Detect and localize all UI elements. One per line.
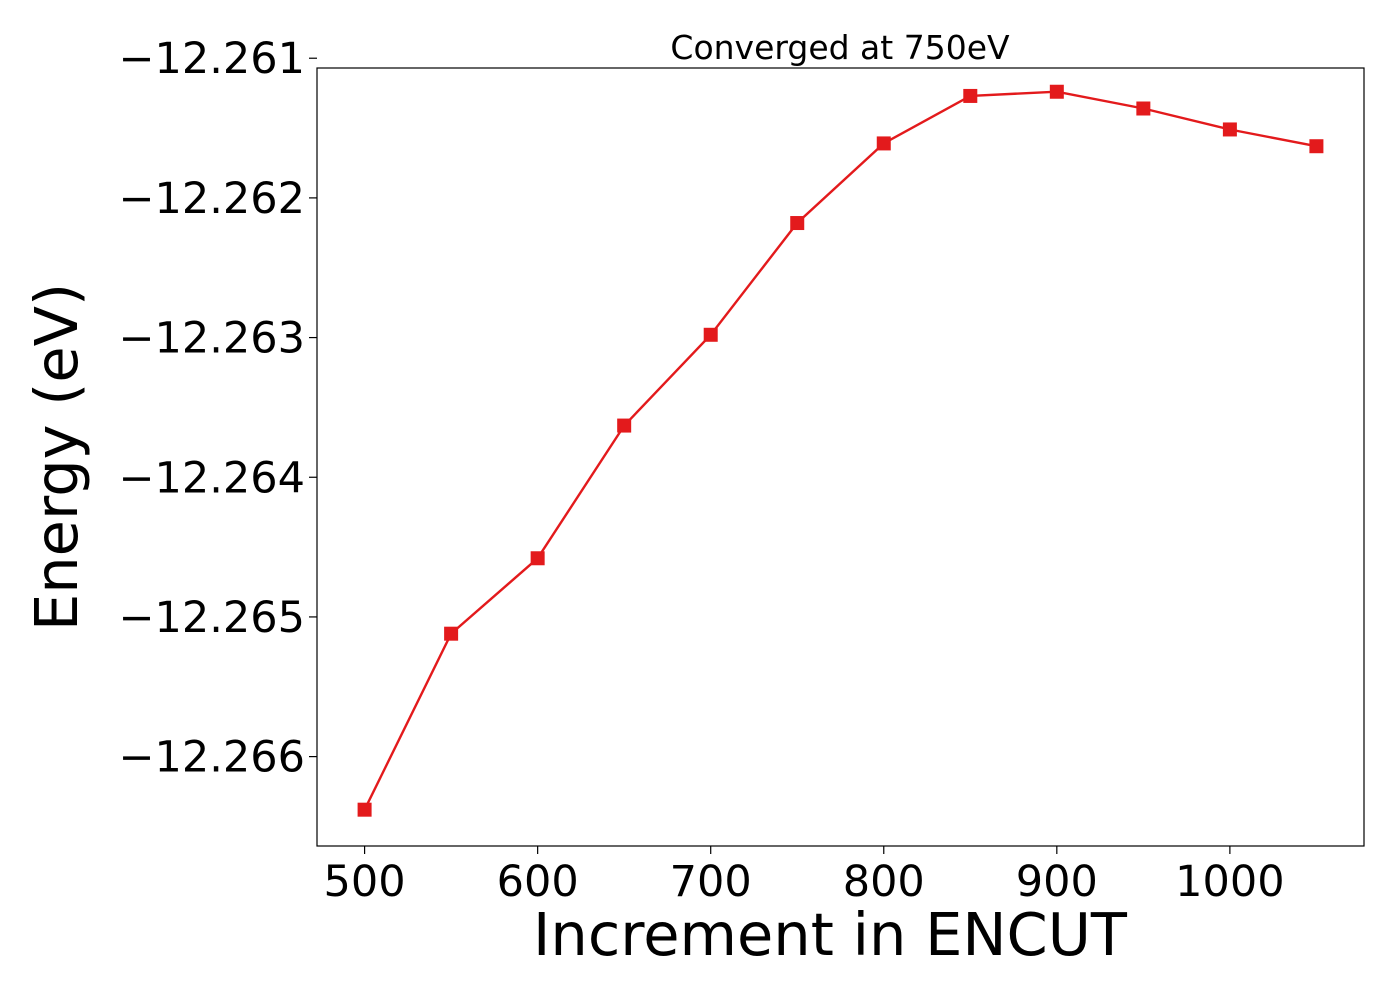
data-point (444, 626, 459, 641)
y-tick-label: −12.264 (119, 453, 306, 503)
data-point (1222, 122, 1237, 137)
data-point (1136, 101, 1151, 116)
x-tick-label: 800 (843, 857, 925, 907)
x-tick-label: 1000 (1175, 857, 1284, 907)
data-point (617, 418, 632, 433)
y-axis: −12.261 −12.262 −12.263 −12.264 −12.265 −12.2… (119, 34, 317, 783)
series-line (363, 90, 1317, 811)
data-point (703, 327, 718, 342)
data-point (1049, 84, 1064, 99)
data-point (963, 88, 978, 103)
data-point (530, 551, 545, 566)
data-point (1309, 139, 1324, 154)
data-point (357, 802, 372, 817)
data-series (357, 84, 1324, 817)
y-axis-label: Energy (eV) (22, 283, 91, 631)
y-tick-label: −12.261 (119, 34, 306, 84)
x-axis: 500 600 700 800 900 1000 (324, 846, 1285, 907)
x-tick-label: 600 (497, 857, 579, 907)
x-tick-label: 500 (324, 857, 406, 907)
chart-title: Converged at 750eV (670, 28, 1010, 67)
x-axis-label: Increment in ENCUT (533, 900, 1128, 969)
y-tick-label: −12.263 (119, 314, 306, 364)
x-tick-label: 700 (670, 857, 752, 907)
data-point (876, 136, 891, 151)
plot-area (316, 67, 1365, 847)
y-tick-label: −12.266 (119, 733, 306, 783)
y-tick-label: −12.262 (119, 174, 306, 224)
x-tick-label: 900 (1016, 857, 1098, 907)
data-point (790, 216, 805, 231)
y-tick-label: −12.265 (119, 593, 306, 643)
